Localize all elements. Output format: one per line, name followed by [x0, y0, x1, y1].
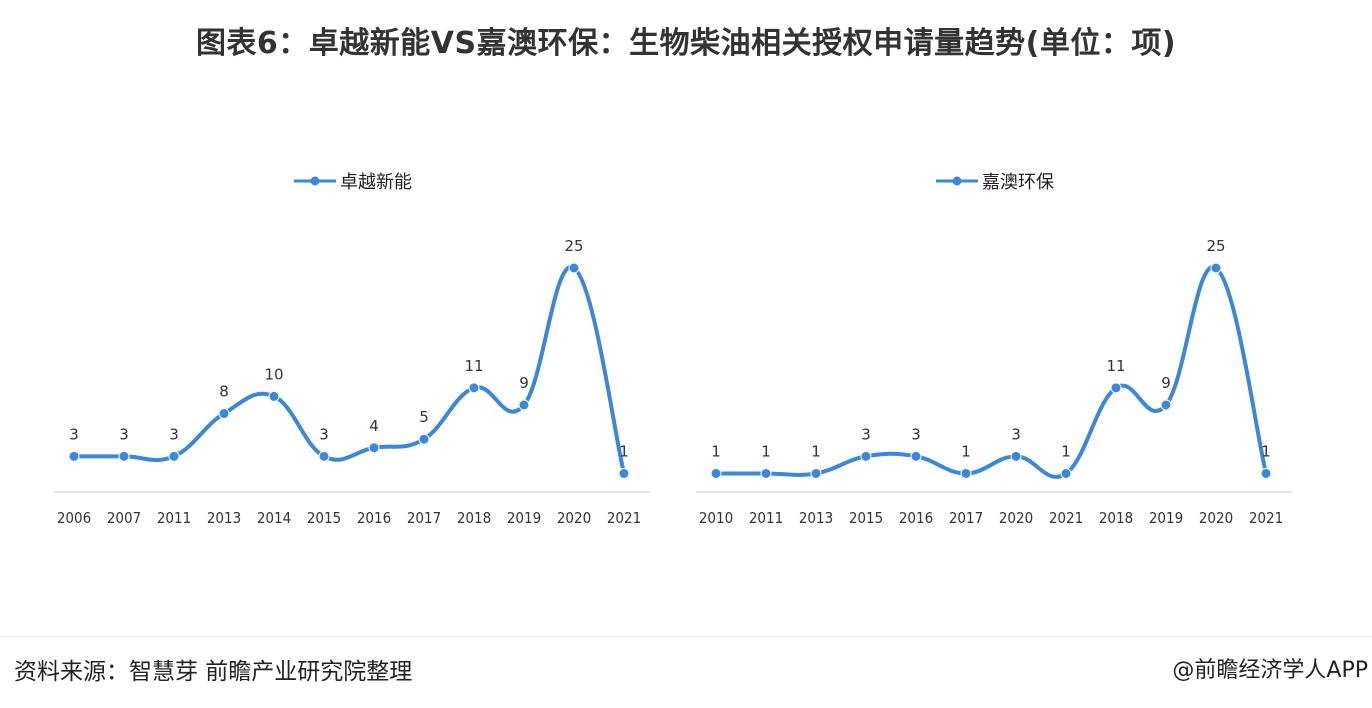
zhuoyue-point [368, 442, 380, 454]
jiaao-x-tick-label: 2017 [949, 509, 983, 527]
jiaao-data-label: 3 [861, 425, 871, 443]
zhuoyue-x-tick-label: 2015 [307, 509, 341, 527]
zhuoyue-point [68, 450, 80, 462]
zhuoyue-data-label: 5 [419, 408, 429, 426]
jiaao-x-tick-label: 2010 [699, 509, 733, 527]
jiaao-data-label: 1 [1261, 442, 1271, 460]
jiaao-data-label: 25 [1206, 237, 1225, 255]
chart-jiaao-svg: 嘉澳环保 1 2010 1 2011 1 2013 3 2015 3 2016 1 2017 3 2020 1… [696, 172, 1292, 527]
jiaao-x-tick-label: 2018 [1099, 509, 1133, 527]
zhuoyue-point [418, 433, 430, 445]
zhuoyue-x-tick-label: 2013 [207, 509, 241, 527]
zhuoyue-data-label: 25 [564, 237, 583, 255]
jiaao-x-tick-label: 2013 [799, 509, 833, 527]
chart-zhuoyue: 卓越新能 3 2006 3 2007 3 2011 8 2013 10 2014 3 2015 4 2016… [24, 150, 684, 550]
zhuoyue-point [618, 467, 630, 479]
zhuoyue-point [468, 382, 480, 394]
jiaao-x-tick-label: 2021 [1249, 509, 1283, 527]
zhuoyue-data-label: 3 [169, 425, 179, 443]
footer-divider [0, 636, 1372, 637]
zhuoyue-x-tick-label: 2020 [557, 509, 591, 527]
jiaao-x-tick-label: 2020 [999, 509, 1033, 527]
jiaao-data-label: 3 [911, 425, 921, 443]
zhuoyue-legend-marker [310, 176, 320, 186]
zhuoyue-x-tick-label: 2016 [357, 509, 391, 527]
zhuoyue-point [568, 262, 580, 274]
jiaao-data-label: 1 [761, 442, 771, 460]
zhuoyue-data-label: 10 [264, 365, 283, 383]
jiaao-point [1110, 382, 1122, 394]
jiaao-point [810, 467, 822, 479]
jiaao-data-label: 1 [711, 442, 721, 460]
zhuoyue-x-tick-label: 2011 [157, 509, 191, 527]
zhuoyue-data-label: 3 [119, 425, 129, 443]
zhuoyue-data-label: 11 [464, 357, 483, 375]
zhuoyue-data-label: 3 [69, 425, 79, 443]
jiaao-series-line [714, 265, 1268, 479]
jiaao-point [1010, 450, 1022, 462]
zhuoyue-x-tick-label: 2018 [457, 509, 491, 527]
zhuoyue-x-tick-label: 2007 [107, 509, 141, 527]
jiaao-point [1160, 399, 1172, 411]
jiaao-legend-label: 嘉澳环保 [982, 172, 1054, 193]
zhuoyue-data-label: 8 [219, 383, 229, 401]
zhuoyue-legend: 卓越新能 [294, 172, 412, 193]
zhuoyue-x-tick-label: 2017 [407, 509, 441, 527]
jiaao-point [1260, 467, 1272, 479]
zhuoyue-x-tick-label: 2014 [257, 509, 291, 527]
zhuoyue-data-label: 3 [319, 425, 329, 443]
zhuoyue-x-tick-label: 2006 [57, 509, 91, 527]
jiaao-x-tick-label: 2016 [899, 509, 933, 527]
zhuoyue-point [518, 399, 530, 411]
jiaao-x-tick-label: 2011 [749, 509, 783, 527]
chart-title: 图表6：卓越新能VS嘉澳环保：生物柴油相关授权申请量趋势(单位：项) [195, 26, 1177, 61]
jiaao-point [860, 450, 872, 462]
jiaao-point [760, 467, 772, 479]
credit-note: @前瞻经济学人APP [1172, 658, 1368, 683]
jiaao-x-tick-label: 2019 [1149, 509, 1183, 527]
zhuoyue-x-tick-label: 2021 [607, 509, 641, 527]
jiaao-point [1210, 262, 1222, 274]
zhuoyue-series-line [72, 265, 626, 476]
zhuoyue-point [168, 450, 180, 462]
jiaao-legend: 嘉澳环保 [936, 172, 1054, 193]
zhuoyue-point [118, 450, 130, 462]
zhuoyue-data-label: 4 [369, 417, 379, 435]
jiaao-point [710, 467, 722, 479]
jiaao-x-tick-label: 2015 [849, 509, 883, 527]
zhuoyue-data-label: 9 [519, 374, 529, 392]
source-note: 资料来源：智慧芽 前瞻产业研究院整理 [14, 659, 413, 685]
zhuoyue-data-label: 1 [619, 442, 629, 460]
jiaao-data-label: 1 [961, 442, 971, 460]
jiaao-legend-marker [952, 176, 962, 186]
chart-jiaao: 嘉澳环保 1 2010 1 2011 1 2013 3 2015 3 2016 1 2017 3 2020 1… [666, 150, 1326, 550]
chart-zhuoyue-svg: 卓越新能 3 2006 3 2007 3 2011 8 2013 10 2014 3 2015 4 2016… [54, 172, 650, 527]
jiaao-data-label: 9 [1161, 374, 1171, 392]
jiaao-data-label: 3 [1011, 425, 1021, 443]
jiaao-x-tick-label: 2020 [1199, 509, 1233, 527]
jiaao-data-label: 1 [811, 442, 821, 460]
zhuoyue-point [318, 450, 330, 462]
zhuoyue-point [218, 408, 230, 420]
jiaao-x-tick-label: 2021 [1049, 509, 1083, 527]
zhuoyue-point [268, 390, 280, 402]
jiaao-data-label: 11 [1106, 357, 1125, 375]
jiaao-data-label: 1 [1061, 442, 1071, 460]
zhuoyue-legend-label: 卓越新能 [340, 172, 412, 193]
zhuoyue-x-tick-label: 2019 [507, 509, 541, 527]
jiaao-point [1060, 467, 1072, 479]
jiaao-point [910, 450, 922, 462]
jiaao-point [960, 467, 972, 479]
